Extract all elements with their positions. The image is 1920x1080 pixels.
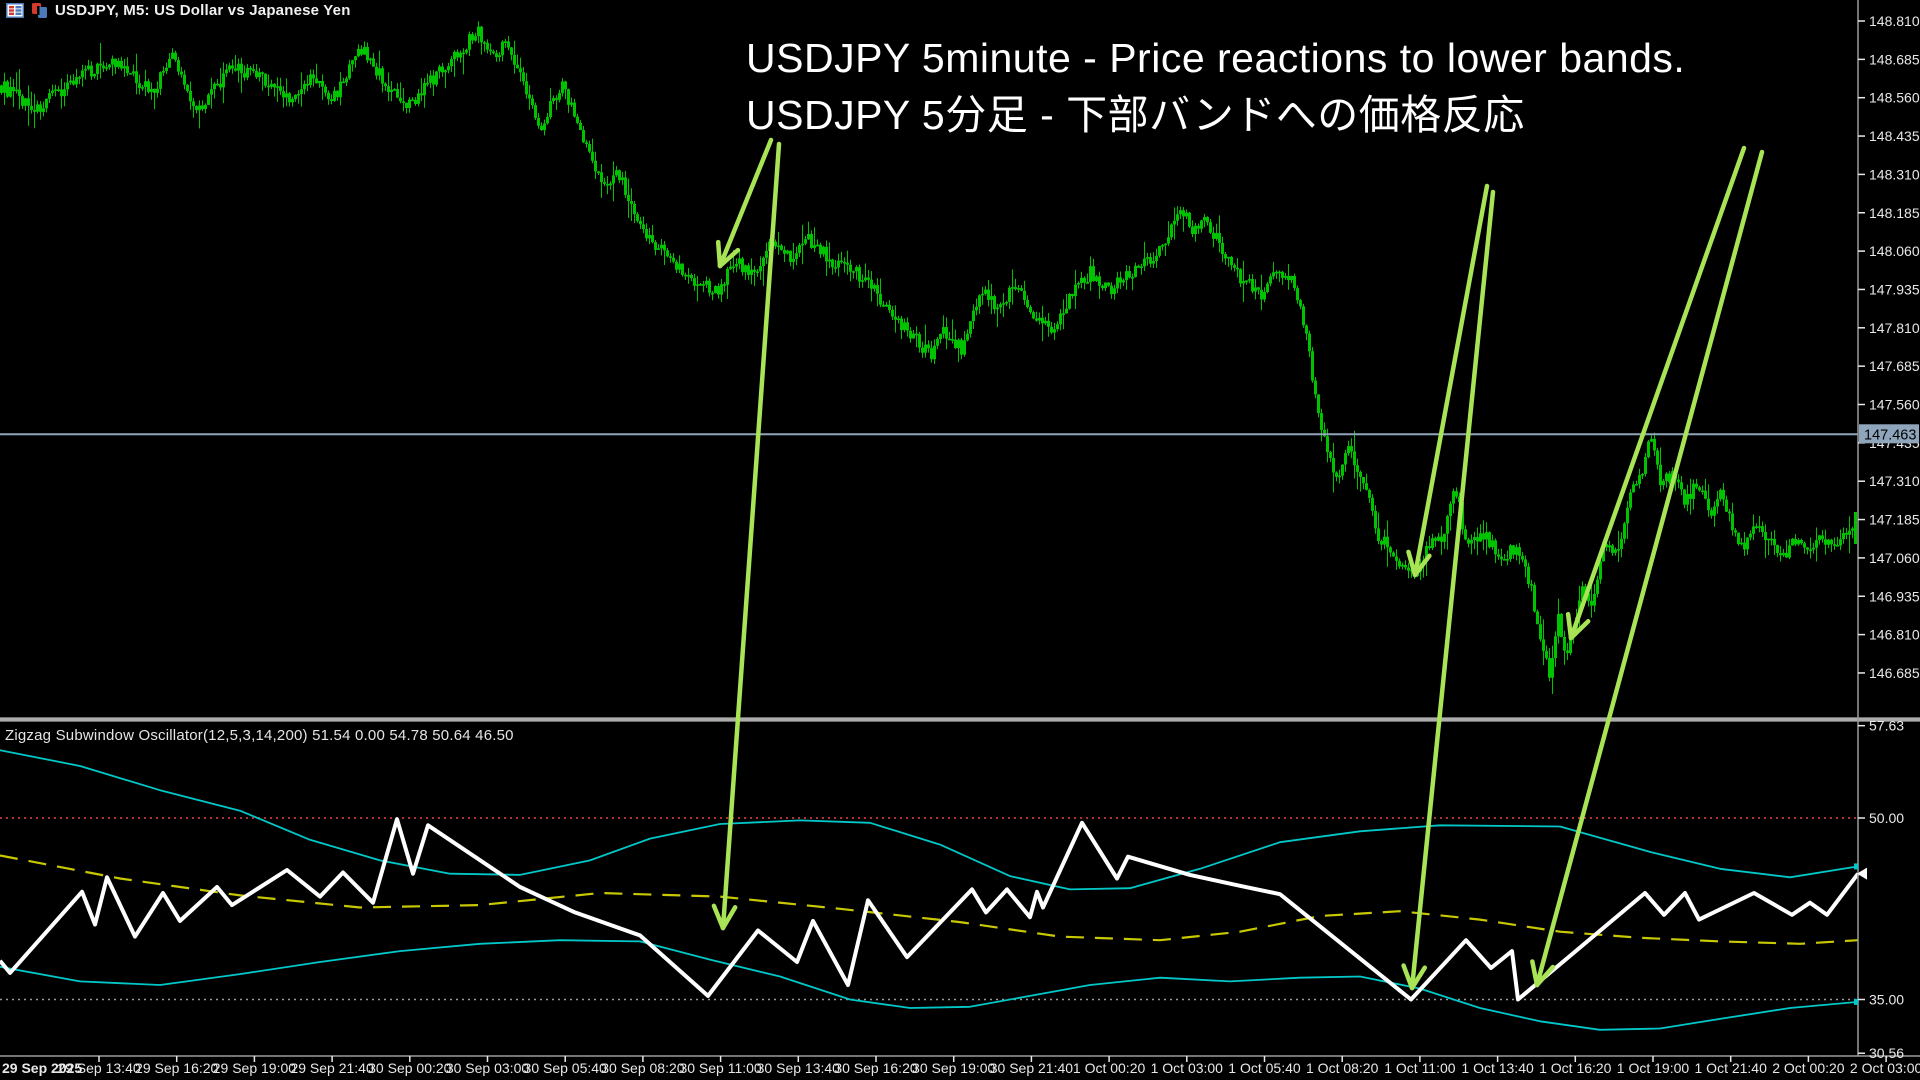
oscillator-lower_band — [0, 939, 1859, 1031]
axis-label: 29 Sep 2025 — [2, 1060, 82, 1076]
axis-label: 1 Oct 05:40 — [1228, 1060, 1301, 1076]
oscillator-middle_band — [0, 854, 1859, 945]
axis-label: 146.810 — [1869, 627, 1920, 643]
axis-label: 1 Oct 16:20 — [1539, 1060, 1612, 1076]
axis-label: 146.685 — [1869, 665, 1920, 681]
axis-label: 148.560 — [1869, 90, 1920, 106]
axis-label: 1 Oct 11:00 — [1384, 1060, 1456, 1076]
quotes-table-icon — [6, 3, 24, 18]
axis-label: 148.060 — [1869, 243, 1920, 259]
axis-label: 29 Sep 19:00 — [213, 1060, 297, 1076]
oscillator-upper_band — [0, 749, 1859, 891]
axis-label: 1 Oct 08:20 — [1306, 1060, 1379, 1076]
axis-label: 2 Oct 00:20 — [1772, 1060, 1845, 1076]
axis-series-markers — [1854, 512, 1867, 1005]
axis-label: 30 Sep 16:20 — [834, 1060, 918, 1076]
axis-label: 147.560 — [1869, 397, 1920, 413]
indicator-label: Zigzag Subwindow Oscillator(12,5,3,14,20… — [5, 727, 514, 744]
candlestick-series — [0, 21, 1857, 694]
axis-label: 147.810 — [1869, 320, 1920, 336]
axis-label: 146.935 — [1869, 588, 1920, 604]
axis-label: 147.060 — [1869, 550, 1920, 566]
axis-label: 147.685 — [1869, 358, 1920, 374]
axis-label: 148.810 — [1869, 13, 1920, 29]
axis-label: 147.310 — [1869, 473, 1920, 489]
axis-label: 1 Oct 03:00 — [1151, 1060, 1224, 1076]
oscillator-zigzag — [0, 817, 1860, 1002]
annotation-note: USDJPY 5minute - Price reactions to lowe… — [746, 30, 1685, 144]
axis-label: 148.310 — [1869, 166, 1920, 182]
axis-label: 29 Sep 21:40 — [290, 1060, 374, 1076]
price-marker-value: 147.463 — [1864, 427, 1916, 443]
chart-title: USDJPY, M5: US Dollar vs Japanese Yen — [55, 2, 351, 19]
axis-label: 30.56 — [1869, 1045, 1904, 1061]
candlestick-chart-icon — [31, 3, 48, 18]
price-marker-box: 147.463 — [1859, 424, 1919, 444]
axis-label: 1 Oct 19:00 — [1617, 1060, 1690, 1076]
chart-title-bar: USDJPY, M5: US Dollar vs Japanese Yen — [6, 2, 351, 19]
axis-label: 30 Sep 19:00 — [912, 1060, 996, 1076]
axis-label: 30 Sep 11:00 — [679, 1060, 761, 1076]
axis-label: 1 Oct 00:20 — [1073, 1060, 1146, 1076]
annotation-line-en: USDJPY 5minute - Price reactions to lowe… — [746, 35, 1686, 81]
axis-label: 148.685 — [1869, 51, 1920, 67]
axis-label: 30 Sep 00:20 — [368, 1060, 452, 1076]
axis-label: 1 Oct 21:40 — [1695, 1060, 1768, 1076]
axis-label: 2 Oct 03:00 — [1850, 1060, 1920, 1076]
axis-label: 30 Sep 08:20 — [601, 1060, 685, 1076]
annotation-arrows — [711, 137, 1765, 991]
axis-label: 29 Sep 13:40 — [57, 1060, 141, 1076]
axis-label: 29 Sep 16:20 — [135, 1060, 219, 1076]
axis-label: 30 Sep 03:00 — [446, 1060, 530, 1076]
axis-label: 50.00 — [1869, 810, 1904, 826]
axis-label: 147.935 — [1869, 281, 1920, 297]
axis-label: 35.00 — [1869, 992, 1904, 1008]
axis-label: 1 Oct 13:40 — [1461, 1060, 1534, 1076]
axis-label: 30 Sep 05:40 — [524, 1060, 608, 1076]
axis-label: 147.185 — [1869, 512, 1920, 528]
oscillator-levels — [0, 817, 1858, 1001]
axis-label: 57.63 — [1869, 718, 1904, 734]
annotation-line-jp: USDJPY 5分足 - 下部バンドへの価格反応 — [746, 92, 1525, 138]
axis-label: 148.185 — [1869, 205, 1920, 221]
pane-separator — [0, 717, 1920, 722]
axis-label: 148.435 — [1869, 128, 1920, 144]
axis-label: 30 Sep 13:40 — [757, 1060, 841, 1076]
axis-label: 30 Sep 21:40 — [990, 1060, 1074, 1076]
